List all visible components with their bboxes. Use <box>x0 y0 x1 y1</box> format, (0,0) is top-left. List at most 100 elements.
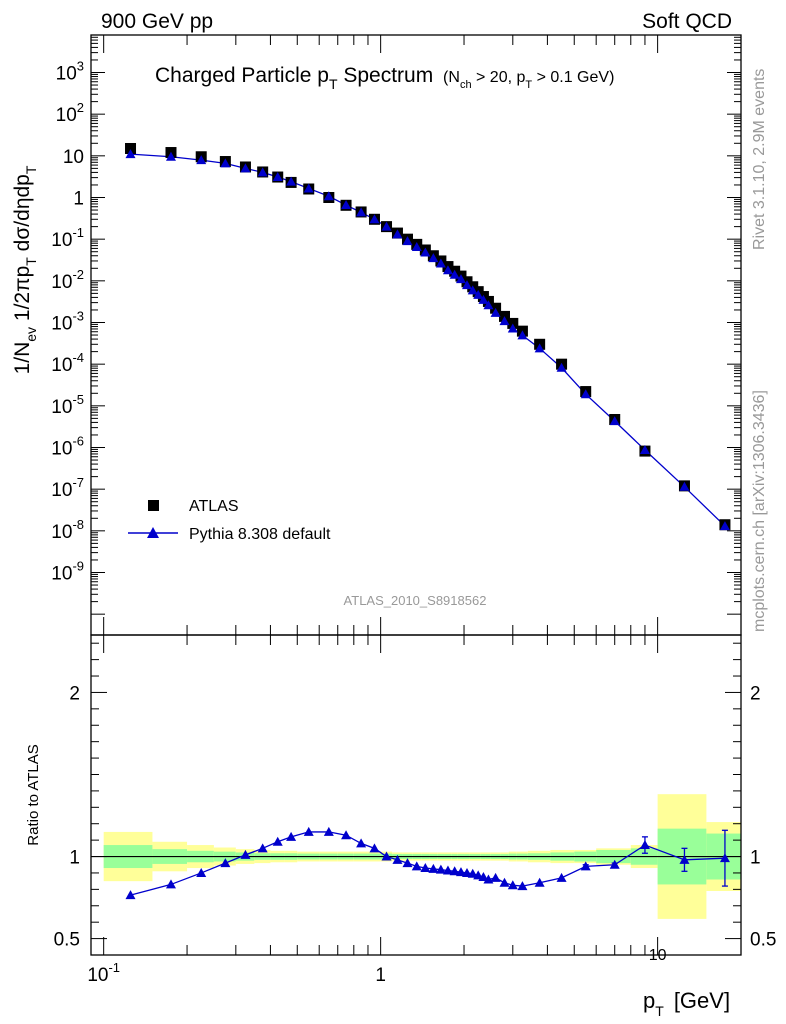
legend-atlas-label: ATLAS <box>189 498 239 515</box>
pythia-point <box>483 300 494 310</box>
pythia-point <box>402 236 413 246</box>
pythia-point <box>467 285 478 295</box>
pythia-curve <box>130 153 726 527</box>
atlas-data-point <box>125 142 137 154</box>
pythia-point <box>639 445 650 455</box>
legend-pythia-marker <box>147 527 159 538</box>
legend-pythia-label: Pythia 8.308 default <box>189 526 331 543</box>
pythia-point <box>490 307 501 317</box>
pythia-ratio-point <box>196 867 207 877</box>
pythia-ratio-point <box>125 890 136 900</box>
pythia-point <box>323 191 334 201</box>
legend-atlas-marker <box>148 500 159 511</box>
pythia-point <box>257 167 268 177</box>
pythia-ratio-point <box>428 863 439 873</box>
pythia-ratio-point <box>639 840 650 850</box>
pythia-ratio-point <box>402 858 413 868</box>
pythia-ratio-point <box>240 849 251 859</box>
pythia-point <box>679 481 690 491</box>
pythia-ratio-point <box>719 853 730 863</box>
pythia-ratio-point <box>455 867 466 877</box>
x-tick-label: 1 <box>375 965 386 986</box>
pythia-ratio-point <box>435 864 446 874</box>
pythia-point <box>272 172 283 182</box>
main-y-tick-label: 10 <box>63 147 84 168</box>
main-y-tick-label: 10-6 <box>51 434 84 460</box>
ratio-y-tick-label-right: 0.5 <box>750 930 776 951</box>
pythia-ratio-point <box>478 872 489 882</box>
pythia-point <box>356 207 367 217</box>
atlas-data-point <box>507 317 519 329</box>
header-left: 900 GeV pp <box>101 10 213 33</box>
pythia-point <box>428 253 439 263</box>
ratio-y-axis-label: Ratio to ATLAS <box>25 744 42 845</box>
pythia-ratio-point <box>392 854 403 864</box>
pythia-ratio-point <box>556 872 567 882</box>
pythia-ratio-point <box>381 851 392 861</box>
ratio-panel-frame <box>90 634 742 956</box>
header-right: Soft QCD <box>642 10 732 33</box>
main-x-ticks <box>90 35 742 635</box>
pythia-ratio-point <box>467 868 478 878</box>
pythia-point <box>125 149 136 159</box>
main-y-tick-label: 10-7 <box>51 475 84 501</box>
main-y-tick-label: 102 <box>56 100 84 126</box>
pythia-point <box>165 151 176 161</box>
main-series-lines <box>130 153 726 527</box>
mcplots-label: mcplots.cern.ch [arXiv:1306.3436] <box>751 390 768 632</box>
pythia-point <box>461 280 472 290</box>
legend: ATLAS Pythia 8.308 default <box>128 498 331 543</box>
pythia-point <box>609 416 620 426</box>
pythia-ratio-point <box>257 843 268 853</box>
pythia-ratio-point <box>442 865 453 875</box>
pythia-ratio-point <box>303 826 314 836</box>
main-y-tick-label: 1 <box>73 189 84 210</box>
pythia-point <box>435 258 446 268</box>
ratio-y-tick-label-right: 2 <box>750 683 761 704</box>
pythia-ratio-point <box>323 826 334 836</box>
pythia-point <box>303 183 314 193</box>
main-y-tick-label: 10-1 <box>51 225 84 251</box>
pythia-ratio-point <box>507 880 518 890</box>
main-y-axis-label: 1/Nev 1/2πpT dσ/dηdpT <box>11 165 39 374</box>
pythia-point <box>517 330 528 340</box>
pythia-point <box>478 294 489 304</box>
pythia-point <box>369 214 380 224</box>
pythia-point <box>411 241 422 251</box>
main-y-tick-label: 10-9 <box>51 559 84 585</box>
main-y-tick-label: 10-5 <box>51 392 84 418</box>
pythia-ratio-point <box>356 838 367 848</box>
pythia-ratio-point <box>609 859 620 869</box>
pythia-point <box>507 323 518 333</box>
pythia-point <box>473 289 484 299</box>
ratio-y-tick-label-right: 1 <box>750 848 761 869</box>
pythia-ratio-point <box>411 861 422 871</box>
ratio-y-tick-label: 0.5 <box>54 930 80 951</box>
ratio-y-tick-label: 2 <box>69 683 80 704</box>
pythia-point <box>420 247 431 257</box>
pythia-ratio-point <box>499 877 510 887</box>
pythia-ratio-point <box>220 858 231 868</box>
pythia-ratio-point <box>490 872 501 882</box>
main-y-tick-label: 10-8 <box>51 517 84 543</box>
pythia-ratio-point <box>449 866 460 876</box>
pythia-point <box>455 274 466 284</box>
pythia-point <box>719 521 730 531</box>
x-axis-label: pT [GeV] <box>643 988 730 1019</box>
pythia-point <box>556 362 567 372</box>
pythia-point <box>392 229 403 239</box>
pythia-ratio-point <box>534 877 545 887</box>
pythia-ratio-point <box>341 830 352 840</box>
main-panel-frame <box>90 34 742 636</box>
rivet-version-label: Rivet 3.1.10, 2.9M events <box>751 69 768 250</box>
pythia-point <box>240 163 251 173</box>
analysis-watermark: ATLAS_2010_S8918562 <box>344 593 487 608</box>
pythia-point <box>534 343 545 353</box>
pythia-ratio-point <box>580 861 591 871</box>
pythia-point <box>442 265 453 275</box>
pythia-ratio-point <box>272 836 283 846</box>
pythia-ratio-point <box>517 881 528 891</box>
